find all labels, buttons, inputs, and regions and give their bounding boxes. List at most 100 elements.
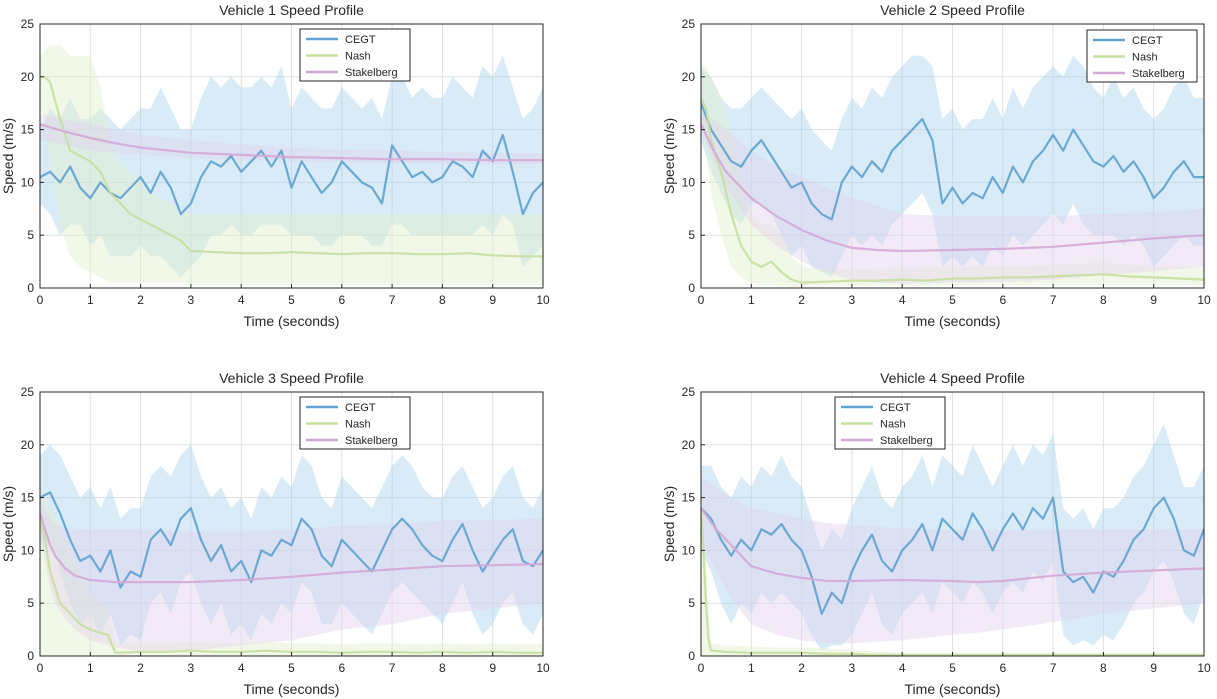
legend: CEGT Nash Stakelberg bbox=[1086, 29, 1198, 83]
y-tick-label: 25 bbox=[682, 17, 696, 31]
series-group bbox=[701, 423, 1204, 656]
chart-title: Vehicle 1 Speed Profile bbox=[219, 2, 364, 18]
x-tick-label: 10 bbox=[1197, 661, 1211, 675]
y-tick-label: 0 bbox=[27, 649, 34, 663]
y-tick-label: 15 bbox=[21, 491, 35, 505]
x-tick-label: 5 bbox=[288, 661, 295, 675]
x-tick-label: 4 bbox=[899, 293, 906, 307]
y-axis-label: Speed (m/s) bbox=[0, 486, 16, 562]
legend-label-cegt: CEGT bbox=[1132, 35, 1163, 47]
chart-panel-2: 0 1 2 3 4 5 6 7 8 9 10 0 5 10 15 20 25 Vehicle 2 Speed Pr… bbox=[661, 2, 1211, 329]
chart-title: Vehicle 3 Speed Profile bbox=[219, 370, 364, 386]
y-tick-label: 10 bbox=[21, 175, 35, 189]
y-tick-label: 5 bbox=[27, 228, 34, 242]
y-tick-label: 15 bbox=[682, 123, 696, 137]
series-line-cegt bbox=[40, 133, 543, 216]
x-tick-label: 4 bbox=[238, 293, 245, 307]
y-tick-label: 5 bbox=[688, 596, 695, 610]
y-axis-label: Speed (m/s) bbox=[661, 118, 677, 194]
legend-label-stakelberg: Stakelberg bbox=[1132, 68, 1185, 80]
x-tick-label: 6 bbox=[338, 293, 345, 307]
chart-title: Vehicle 4 Speed Profile bbox=[880, 370, 1025, 386]
series-line-stakelberg bbox=[40, 513, 543, 584]
x-tick-label: 2 bbox=[798, 293, 805, 307]
confidence-band-cegt bbox=[701, 55, 1204, 278]
x-tick-label: 6 bbox=[999, 293, 1006, 307]
x-axis-label: Time (seconds) bbox=[905, 681, 1001, 697]
x-tick-label: 8 bbox=[1100, 293, 1107, 307]
x-tick-label: 7 bbox=[1050, 293, 1057, 307]
y-tick-label: 20 bbox=[21, 438, 35, 452]
y-tick-label: 15 bbox=[682, 491, 696, 505]
y-tick-label: 25 bbox=[21, 385, 35, 399]
legend-label-cegt: CEGT bbox=[880, 402, 911, 414]
x-tick-label: 3 bbox=[188, 293, 195, 307]
legend-label-stakelberg: Stakelberg bbox=[880, 435, 933, 447]
x-tick-label: 8 bbox=[1100, 661, 1107, 675]
series-line-cegt bbox=[701, 496, 1204, 615]
y-tick-label: 15 bbox=[21, 123, 35, 137]
y-tick-label: 20 bbox=[682, 70, 696, 84]
x-axis-label: Time (seconds) bbox=[244, 313, 340, 329]
x-tick-label: 5 bbox=[949, 661, 956, 675]
x-tick-label: 8 bbox=[439, 293, 446, 307]
x-tick-label: 9 bbox=[489, 293, 496, 307]
legend-label-nash: Nash bbox=[880, 419, 906, 431]
y-tick-label: 10 bbox=[682, 543, 696, 557]
x-tick-label: 6 bbox=[338, 661, 345, 675]
series-group bbox=[40, 45, 543, 285]
x-tick-label: 0 bbox=[698, 661, 705, 675]
series-line-stakelberg bbox=[701, 123, 1204, 253]
y-tick-label: 5 bbox=[27, 596, 34, 610]
series-group bbox=[701, 55, 1204, 287]
x-tick-label: 1 bbox=[748, 661, 755, 675]
y-tick-label: 25 bbox=[682, 385, 696, 399]
series-line-nash bbox=[701, 97, 1204, 284]
legend-label-cegt: CEGT bbox=[345, 402, 376, 414]
series-group bbox=[40, 444, 543, 656]
x-tick-label: 9 bbox=[1150, 293, 1157, 307]
confidence-band-cegt bbox=[701, 423, 1204, 651]
legend-label-stakelberg: Stakelberg bbox=[345, 435, 398, 447]
x-axis-label: Time (seconds) bbox=[905, 313, 1001, 329]
series-line-cegt bbox=[701, 102, 1204, 221]
x-tick-label: 4 bbox=[899, 661, 906, 675]
legend-label-nash: Nash bbox=[345, 419, 371, 431]
y-tick-label: 5 bbox=[688, 228, 695, 242]
x-tick-label: 7 bbox=[389, 661, 396, 675]
y-tick-label: 10 bbox=[21, 543, 35, 557]
y-axis-label: Speed (m/s) bbox=[661, 486, 677, 562]
x-tick-label: 10 bbox=[536, 661, 550, 675]
confidence-band-nash bbox=[701, 66, 1204, 287]
x-tick-label: 3 bbox=[849, 661, 856, 675]
x-tick-label: 1 bbox=[748, 293, 755, 307]
x-tick-label: 6 bbox=[999, 661, 1006, 675]
x-tick-label: 1 bbox=[87, 661, 94, 675]
x-tick-label: 10 bbox=[1197, 293, 1211, 307]
x-tick-label: 10 bbox=[536, 293, 550, 307]
y-tick-label: 20 bbox=[682, 438, 696, 452]
legend-label-stakelberg: Stakelberg bbox=[345, 67, 398, 79]
x-tick-label: 2 bbox=[798, 661, 805, 675]
x-tick-label: 8 bbox=[439, 661, 446, 675]
x-tick-label: 7 bbox=[389, 293, 396, 307]
legend: CEGT Nash Stakelberg bbox=[299, 28, 411, 82]
y-tick-label: 20 bbox=[21, 70, 35, 84]
confidence-band-stakelberg bbox=[40, 113, 543, 165]
x-tick-label: 3 bbox=[188, 661, 195, 675]
confidence-band-nash bbox=[40, 45, 543, 285]
chart-panel-3: 0 1 2 3 4 5 6 7 8 9 10 0 5 10 15 20 25 Vehicle 3 Speed Pr… bbox=[0, 370, 550, 697]
legend-label-cegt: CEGT bbox=[345, 34, 376, 46]
x-axis-label: Time (seconds) bbox=[244, 681, 340, 697]
legend-label-nash: Nash bbox=[345, 51, 371, 63]
chart-panel-1: 0 1 2 3 4 5 6 7 8 9 10 0 5 10 15 20 25 Vehicle 1 Speed Pr… bbox=[0, 2, 550, 329]
legend-label-nash: Nash bbox=[1132, 52, 1158, 64]
x-tick-label: 5 bbox=[288, 293, 295, 307]
y-tick-label: 0 bbox=[688, 281, 695, 295]
y-tick-label: 10 bbox=[682, 175, 696, 189]
x-tick-label: 7 bbox=[1050, 661, 1057, 675]
x-tick-label: 9 bbox=[489, 661, 496, 675]
x-tick-label: 3 bbox=[849, 293, 856, 307]
x-tick-label: 0 bbox=[37, 661, 44, 675]
